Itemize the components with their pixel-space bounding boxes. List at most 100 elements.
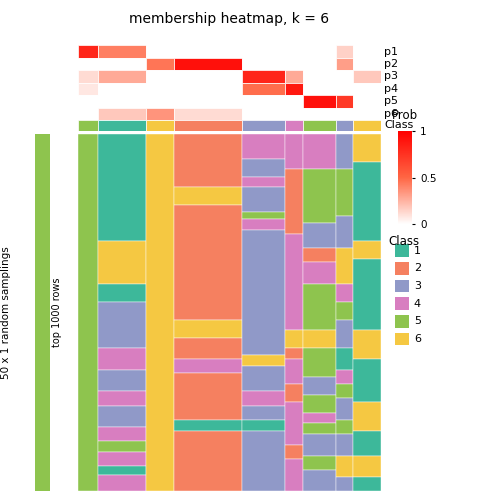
Bar	[336, 284, 353, 302]
Bar	[78, 134, 98, 491]
Bar	[98, 95, 146, 107]
Text: membership heatmap, k = 6: membership heatmap, k = 6	[129, 12, 330, 26]
Bar	[353, 107, 381, 120]
Bar	[285, 459, 303, 491]
Bar	[174, 120, 242, 131]
Bar	[353, 359, 381, 402]
Bar	[146, 120, 174, 131]
Bar	[336, 120, 353, 131]
Bar	[285, 134, 303, 169]
Bar	[98, 70, 146, 83]
Bar	[78, 45, 98, 58]
Bar	[98, 348, 146, 370]
Bar	[78, 83, 98, 95]
Bar	[242, 187, 285, 212]
Bar	[242, 134, 285, 159]
Bar	[285, 402, 303, 445]
Text: p6: p6	[384, 109, 398, 119]
Bar	[146, 70, 174, 83]
Bar	[303, 223, 336, 248]
Bar	[303, 134, 336, 169]
Bar	[98, 391, 146, 406]
Bar	[353, 83, 381, 95]
Text: 4: 4	[414, 299, 421, 308]
Bar	[285, 331, 303, 348]
Bar	[174, 373, 242, 420]
Bar	[336, 348, 353, 370]
Bar	[336, 169, 353, 216]
Text: Prob: Prob	[392, 109, 418, 122]
Bar	[303, 413, 336, 423]
Bar	[174, 134, 242, 187]
Bar	[146, 58, 174, 70]
Bar	[78, 95, 98, 107]
Bar	[353, 134, 381, 162]
Bar	[336, 477, 353, 491]
Bar	[98, 452, 146, 466]
Bar	[285, 384, 303, 402]
Bar	[174, 187, 242, 205]
Bar	[146, 83, 174, 95]
Bar	[285, 445, 303, 459]
Bar	[285, 359, 303, 384]
Bar	[303, 395, 336, 413]
Bar	[174, 359, 242, 373]
Bar	[303, 70, 336, 83]
Text: p3: p3	[384, 72, 398, 82]
Bar	[242, 366, 285, 391]
Bar	[285, 169, 303, 234]
Bar	[303, 95, 336, 107]
Bar	[98, 107, 146, 120]
Bar	[146, 134, 174, 491]
Bar	[98, 134, 146, 241]
Bar	[285, 83, 303, 95]
Bar	[336, 107, 353, 120]
Bar	[78, 107, 98, 120]
Bar	[336, 320, 353, 348]
Bar	[242, 159, 285, 176]
Bar	[146, 107, 174, 120]
Bar	[353, 45, 381, 58]
Bar	[285, 348, 303, 359]
Bar	[98, 406, 146, 427]
Bar	[146, 45, 174, 58]
Bar	[353, 95, 381, 107]
Bar	[98, 475, 146, 491]
Bar	[303, 45, 336, 58]
Bar	[242, 120, 285, 131]
Bar	[353, 331, 381, 359]
Bar	[242, 355, 285, 366]
Bar	[98, 302, 146, 348]
Text: Class: Class	[384, 120, 413, 131]
Bar	[242, 176, 285, 187]
Bar	[336, 384, 353, 398]
Bar	[174, 430, 242, 491]
Text: p5: p5	[384, 96, 398, 106]
Bar	[285, 70, 303, 83]
Bar	[174, 320, 242, 338]
Bar	[242, 430, 285, 491]
Bar	[242, 391, 285, 406]
Bar	[242, 58, 285, 70]
Bar	[336, 134, 353, 169]
Bar	[174, 420, 242, 430]
Bar	[98, 241, 146, 284]
Bar	[174, 338, 242, 359]
Bar	[353, 477, 381, 491]
Text: p4: p4	[384, 84, 398, 94]
Bar	[242, 83, 285, 95]
Bar	[303, 120, 336, 131]
Bar	[336, 456, 353, 477]
Bar	[336, 83, 353, 95]
Bar	[353, 241, 381, 259]
Bar	[285, 95, 303, 107]
Bar	[303, 377, 336, 395]
Bar	[285, 107, 303, 120]
Bar	[242, 95, 285, 107]
Bar	[174, 58, 242, 70]
Bar	[98, 83, 146, 95]
Bar	[98, 120, 146, 131]
Bar	[174, 95, 242, 107]
Bar	[353, 456, 381, 477]
Bar	[174, 83, 242, 95]
